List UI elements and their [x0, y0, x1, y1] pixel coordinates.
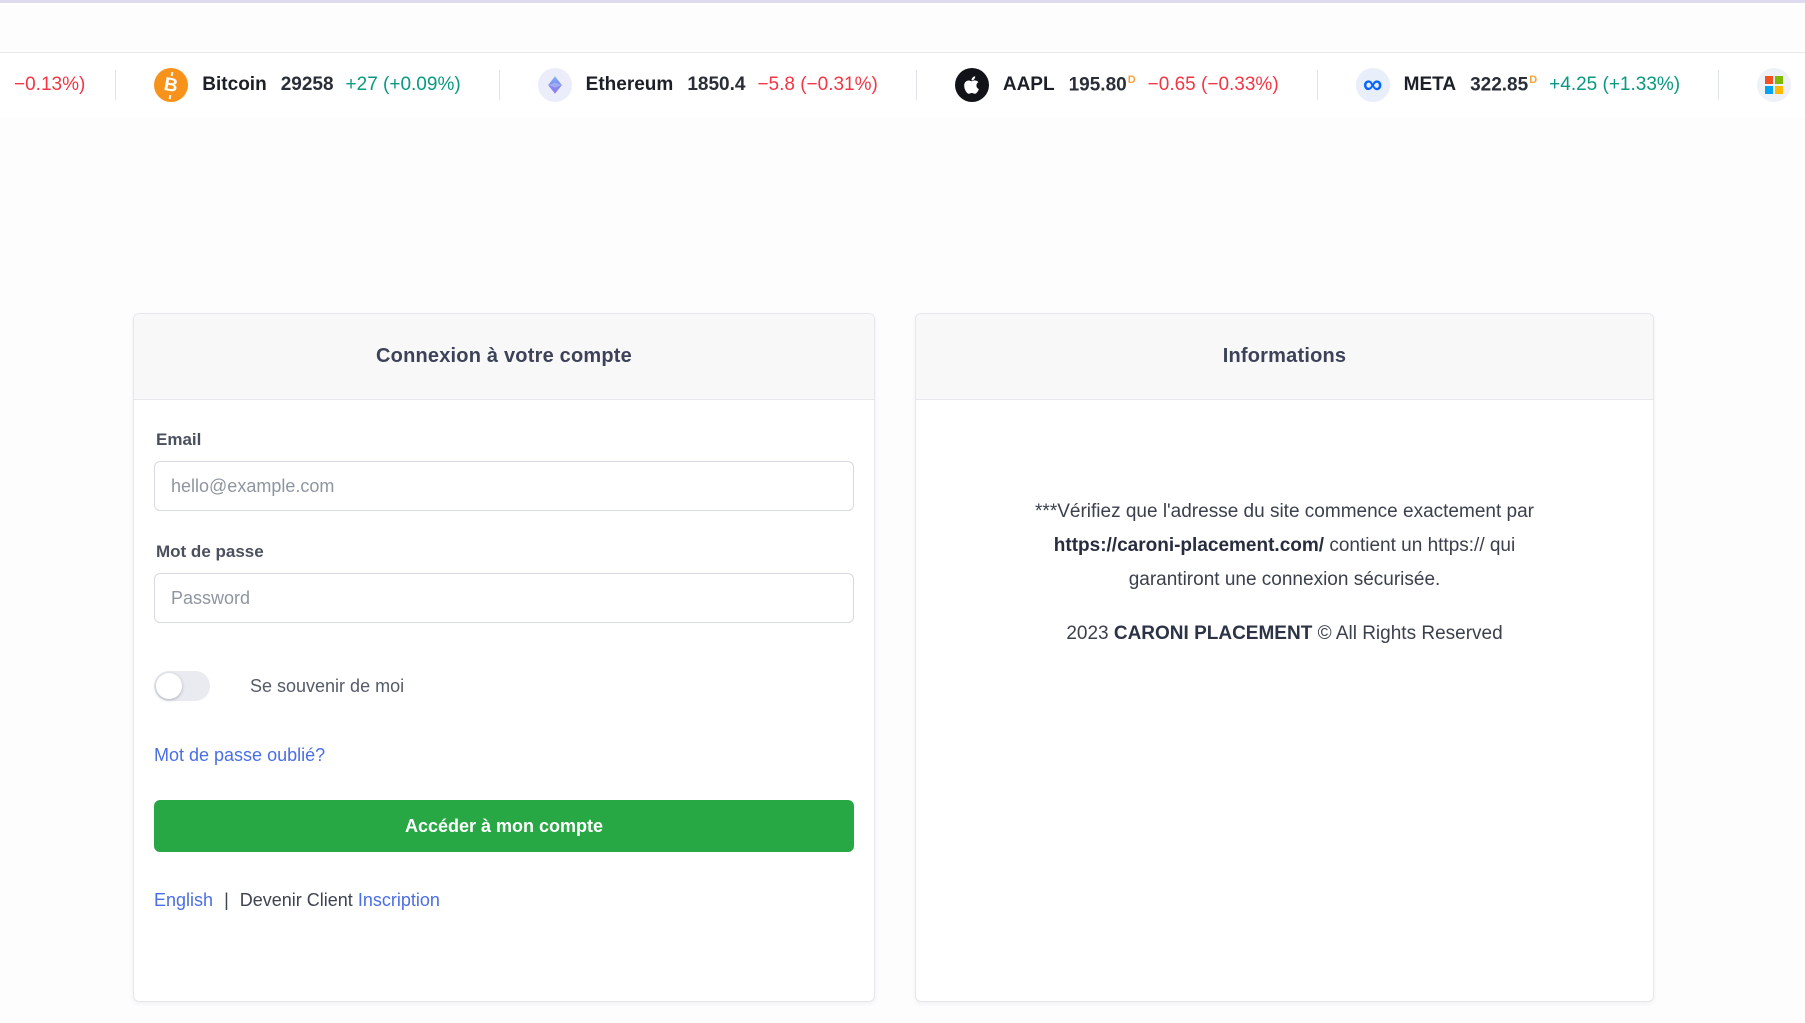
microsoft-icon	[1757, 68, 1792, 102]
delayed-data-flag: D	[1529, 73, 1538, 86]
password-label: Mot de passe	[156, 542, 264, 561]
ticker-change: −0.65 (−0.33%)	[1147, 74, 1279, 95]
info-card-body: ***Vérifiez que l'adresse du site commen…	[916, 400, 1653, 645]
ticker-change: −5.8 (−0.31%)	[757, 74, 878, 95]
devenir-client-text: Devenir Client	[239, 890, 353, 910]
ticker-price: 29258	[280, 74, 334, 95]
site-url-text: https://caroni-placement.com/	[1053, 535, 1325, 556]
ticker-price: 195.80D	[1068, 73, 1136, 96]
ticker-change: +4.25 (+1.33%)	[1549, 74, 1681, 95]
ticker-change: +27 (+0.09%)	[345, 74, 461, 95]
links-separator: |	[224, 890, 229, 910]
info-card-title: Informations	[1222, 345, 1347, 367]
ticker-divider	[915, 70, 917, 100]
info-card-header: Informations	[916, 314, 1653, 400]
security-notice-line1: ***Vérifiez que l'adresse du site commen…	[1035, 501, 1534, 522]
copyright-text: 2023 CARONI PLACEMENT © All Rights Reser…	[1066, 623, 1503, 644]
login-card-header: Connexion à votre compte	[134, 314, 874, 400]
ticker-symbol: AAPL	[1002, 74, 1055, 95]
apple-icon	[954, 68, 989, 102]
login-footer-links: English | Devenir Client Inscription	[154, 890, 854, 911]
ticker-divider	[1316, 70, 1318, 100]
remember-toggle[interactable]	[154, 671, 210, 701]
meta-icon: ∞	[1355, 68, 1390, 102]
brand-name: CARONI PLACEMENT	[1113, 623, 1313, 644]
password-input[interactable]	[154, 573, 854, 623]
ticker-divider	[498, 70, 500, 100]
ticker-item-aapl[interactable]: AAPL 195.80D −0.65 (−0.33%)	[917, 68, 1317, 102]
inscription-link[interactable]: Inscription	[357, 890, 440, 910]
remember-row: Se souvenir de moi	[154, 671, 854, 701]
info-card: Informations ***Vérifiez que l'adresse d…	[915, 313, 1654, 1002]
english-language-link[interactable]: English	[154, 890, 214, 910]
ticker-item-meta[interactable]: ∞ META 322.85D +4.25 (+1.33%)	[1318, 68, 1718, 102]
ticker-partial-change: −0.13%)	[14, 74, 86, 95]
top-accent-line	[0, 0, 1805, 3]
ticker-divider	[115, 70, 117, 100]
ticker-symbol: Bitcoin	[202, 74, 267, 95]
ticker-symbol: META	[1403, 74, 1457, 95]
ticker-tape: −0.13%) B Bitcoin 29258 +27 (+0.09%)	[0, 52, 1805, 117]
login-card: Connexion à votre compte Email Mot de pa…	[133, 313, 875, 1002]
email-label: Email	[156, 430, 202, 449]
ticker-item-ethereum[interactable]: Ethereum 1850.4 −5.8 (−0.31%)	[500, 68, 916, 102]
email-input[interactable]	[154, 461, 854, 511]
forgot-password-link[interactable]: Mot de passe oublié?	[154, 745, 326, 765]
ethereum-icon	[537, 68, 572, 102]
ticker-item-bitcoin[interactable]: B Bitcoin 29258 +27 (+0.09%)	[116, 68, 498, 102]
ticker-price: 1850.4	[687, 74, 746, 95]
login-card-title: Connexion à votre compte	[376, 345, 632, 367]
login-form: Email Mot de passe Se souvenir de moi Mo…	[134, 400, 874, 911]
ticker-symbol: Ethereum	[585, 74, 674, 95]
toggle-knob	[156, 673, 182, 699]
remember-label: Se souvenir de moi	[250, 675, 405, 696]
security-notice: ***Vérifiez que l'adresse du site commen…	[980, 495, 1590, 597]
ticker-price: 322.85D	[1470, 73, 1538, 96]
ticker-item-msft[interactable]: MSFT	[1719, 68, 1805, 102]
delayed-data-flag: D	[1127, 73, 1136, 86]
bitcoin-icon: B	[154, 68, 189, 102]
login-submit-button[interactable]: Accéder à mon compte	[154, 800, 854, 852]
security-notice-line3: garantiront une connexion sécurisée.	[1128, 569, 1441, 590]
ticker-divider	[1718, 70, 1720, 100]
security-notice-line2: https://caroni-placement.com/ contient u…	[1053, 535, 1516, 556]
